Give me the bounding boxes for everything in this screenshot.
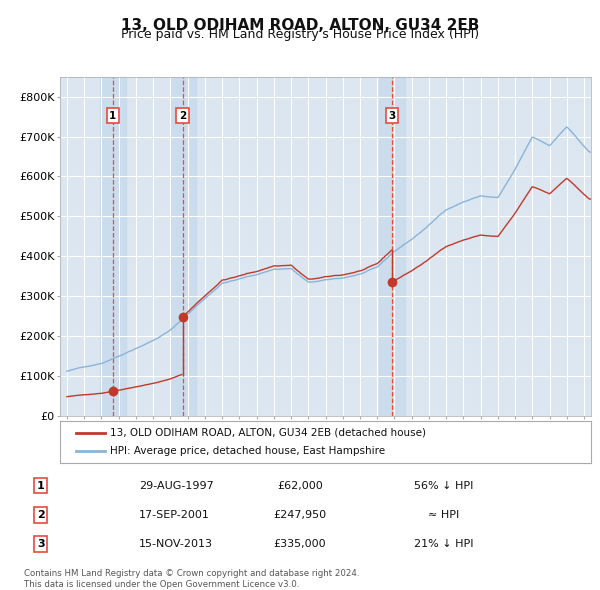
Text: 3: 3 (389, 111, 396, 121)
Bar (379, 77, 405, 416)
Text: £62,000: £62,000 (277, 481, 323, 490)
Text: 13, OLD ODIHAM ROAD, ALTON, GU34 2EB (detached house): 13, OLD ODIHAM ROAD, ALTON, GU34 2EB (de… (110, 428, 427, 438)
Text: £247,950: £247,950 (274, 510, 326, 520)
Text: 1: 1 (37, 481, 44, 490)
Text: 2: 2 (179, 111, 186, 121)
Text: 3: 3 (37, 539, 44, 549)
Text: ≈ HPI: ≈ HPI (428, 510, 460, 520)
Text: 13, OLD ODIHAM ROAD, ALTON, GU34 2EB: 13, OLD ODIHAM ROAD, ALTON, GU34 2EB (121, 18, 479, 32)
Text: 17-SEP-2001: 17-SEP-2001 (139, 510, 209, 520)
Text: 15-NOV-2013: 15-NOV-2013 (139, 539, 213, 549)
Bar (170, 77, 196, 416)
Text: 21% ↓ HPI: 21% ↓ HPI (414, 539, 474, 549)
Text: Contains HM Land Registry data © Crown copyright and database right 2024.
This d: Contains HM Land Registry data © Crown c… (24, 569, 359, 589)
Text: HPI: Average price, detached house, East Hampshire: HPI: Average price, detached house, East… (110, 446, 386, 456)
Bar (100, 77, 125, 416)
Text: 2: 2 (37, 510, 44, 520)
Text: 29-AUG-1997: 29-AUG-1997 (139, 481, 214, 490)
Text: 56% ↓ HPI: 56% ↓ HPI (415, 481, 473, 490)
Text: 1: 1 (109, 111, 116, 121)
Text: Price paid vs. HM Land Registry's House Price Index (HPI): Price paid vs. HM Land Registry's House … (121, 28, 479, 41)
Text: £335,000: £335,000 (274, 539, 326, 549)
